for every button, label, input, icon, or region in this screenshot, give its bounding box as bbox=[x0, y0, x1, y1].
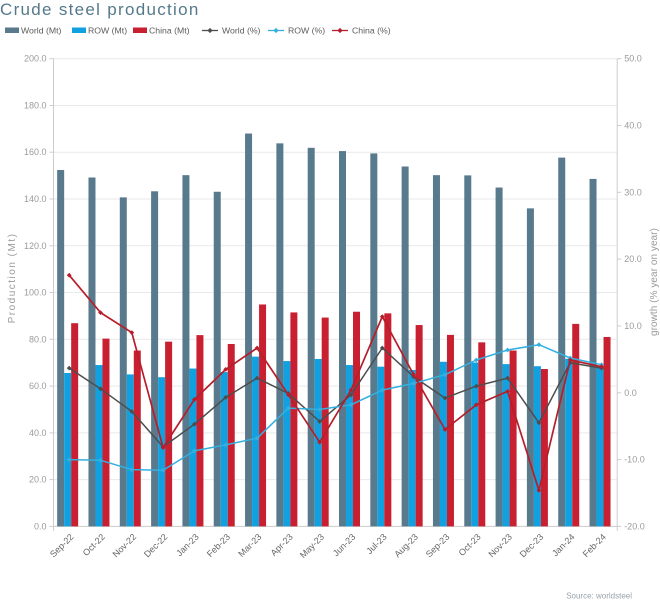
svg-text:China (%): China (%) bbox=[352, 26, 391, 36]
svg-text:40.0: 40.0 bbox=[624, 121, 642, 131]
svg-text:50.0: 50.0 bbox=[624, 54, 642, 64]
svg-text:20.0: 20.0 bbox=[624, 254, 642, 264]
svg-text:0.0: 0.0 bbox=[624, 388, 637, 398]
svg-text:30.0: 30.0 bbox=[624, 187, 642, 197]
svg-text:80.0: 80.0 bbox=[29, 334, 47, 344]
svg-text:Production (Mt): Production (Mt) bbox=[7, 233, 18, 324]
svg-text:120.0: 120.0 bbox=[24, 241, 47, 251]
svg-text:40.0: 40.0 bbox=[29, 428, 47, 438]
svg-text:China (Mt): China (Mt) bbox=[149, 26, 190, 36]
svg-text:140.0: 140.0 bbox=[24, 194, 47, 204]
svg-text:growth (% year on year): growth (% year on year) bbox=[649, 228, 660, 336]
svg-text:ROW (Mt): ROW (Mt) bbox=[88, 26, 127, 36]
svg-text:Source: worldsteel: Source: worldsteel bbox=[566, 592, 632, 601]
svg-text:-20.0: -20.0 bbox=[624, 521, 645, 531]
svg-text:World (%): World (%) bbox=[222, 26, 261, 36]
svg-text:100.0: 100.0 bbox=[24, 288, 47, 298]
svg-text:180.0: 180.0 bbox=[24, 101, 47, 111]
svg-text:20.0: 20.0 bbox=[29, 475, 47, 485]
svg-text:10.0: 10.0 bbox=[624, 321, 642, 331]
svg-text:160.0: 160.0 bbox=[24, 147, 47, 157]
svg-text:ROW (%): ROW (%) bbox=[288, 26, 325, 36]
svg-text:-10.0: -10.0 bbox=[624, 455, 645, 465]
svg-text:200.0: 200.0 bbox=[24, 54, 47, 64]
svg-text:World (Mt): World (Mt) bbox=[21, 26, 61, 36]
svg-text:0.0: 0.0 bbox=[34, 521, 47, 531]
svg-text:Crude steel production: Crude steel production bbox=[0, 0, 200, 19]
svg-text:60.0: 60.0 bbox=[29, 381, 47, 391]
